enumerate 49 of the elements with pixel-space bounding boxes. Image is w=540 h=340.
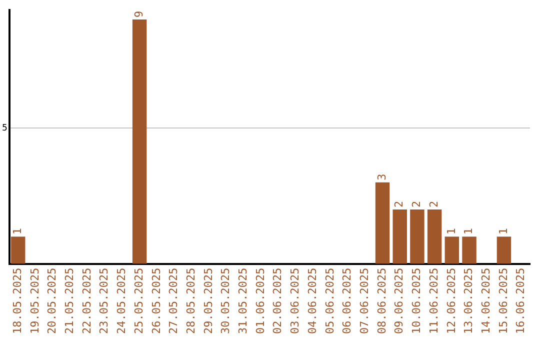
x-tick-label: 19.05.2025 [28,268,42,334]
bar [375,182,390,264]
data-label: 2 [410,200,424,208]
x-tick-label: 16.06.2025 [514,268,528,334]
bar [392,209,407,264]
data-label: 1 [10,228,24,235]
x-tick-label: 28.05.2025 [184,268,198,334]
x-tick-label: 27.05.2025 [167,268,180,334]
x-tick-label: 02.06.2025 [271,268,284,334]
data-label: 1 [462,228,476,235]
data-label: 1 [496,228,510,235]
x-tick-label: 21.05.2025 [63,268,76,334]
bar [427,209,442,264]
x-tick-label: 08.06.2025 [375,268,388,334]
x-tick-label: 31.05.2025 [236,268,250,334]
x-tick-label: 04.06.2025 [306,268,319,334]
bar [410,209,424,264]
bar [444,236,460,264]
x-tick-label: 25.05.2025 [132,268,146,334]
x-tick-label: 07.06.2025 [358,268,372,334]
bar [496,236,512,264]
x-tick-label: 23.05.2025 [98,268,111,334]
data-label: 2 [392,200,406,208]
x-tick-label: 20.05.2025 [46,268,59,334]
x-tick-label: 29.05.2025 [202,268,215,334]
x-tick-label: 06.06.2025 [340,268,354,334]
data-label: 9 [132,10,146,18]
data-label: 3 [375,174,388,180]
data-label: 1 [444,228,458,235]
x-tick-label: 11.06.2025 [427,268,440,334]
bar [132,20,147,264]
x-tick-label: 30.05.2025 [219,268,232,334]
x-tick-label: 18.05.2025 [10,268,24,334]
data-label: 2 [427,200,440,208]
x-tick-label: 26.05.2025 [150,268,163,334]
x-tick-label: 09.06.2025 [392,268,406,334]
x-tick-label: 15.06.2025 [496,268,510,334]
bar [462,236,476,264]
x-tick-label: 24.05.2025 [115,268,128,334]
x-tick-label: 10.06.2025 [410,268,424,334]
x-tick-label: 13.06.2025 [462,268,476,334]
x-tick-label: 14.06.2025 [479,268,492,334]
x-tick-label: 01.06.2025 [254,268,267,334]
x-tick-label: 03.06.2025 [288,268,302,334]
x-tick-label: 22.05.2025 [80,268,94,334]
x-tick-label: 05.06.2025 [323,268,336,334]
bar [10,236,26,264]
y-tick-label: 5 [2,123,8,134]
x-tick-label: 12.06.2025 [444,268,458,334]
